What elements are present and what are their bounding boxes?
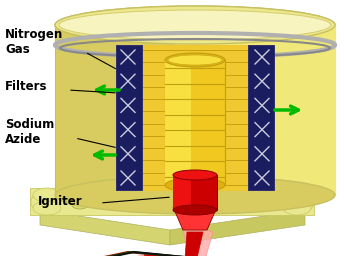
Ellipse shape [173,170,217,180]
Polygon shape [40,195,305,210]
Text: Nitrogen
Gas: Nitrogen Gas [5,28,63,56]
Ellipse shape [262,201,278,209]
Ellipse shape [165,53,225,67]
Polygon shape [144,232,203,256]
Polygon shape [116,45,274,190]
Polygon shape [173,207,217,230]
Ellipse shape [55,6,335,44]
Ellipse shape [55,176,335,214]
Ellipse shape [59,10,331,40]
Polygon shape [138,45,252,190]
Ellipse shape [165,178,225,192]
Polygon shape [248,45,274,190]
Polygon shape [165,60,225,185]
Polygon shape [165,60,190,185]
Ellipse shape [283,201,311,215]
Text: Igniter: Igniter [38,195,83,208]
Text: Filters: Filters [5,80,47,93]
Text: Sodium
Azide: Sodium Azide [5,118,54,146]
Ellipse shape [31,193,49,211]
Polygon shape [175,25,335,195]
Ellipse shape [55,6,335,44]
Polygon shape [173,175,217,210]
Ellipse shape [72,201,88,209]
Ellipse shape [168,55,222,65]
Ellipse shape [33,188,61,202]
Polygon shape [170,210,305,245]
Polygon shape [40,210,170,245]
Polygon shape [30,188,314,215]
Polygon shape [173,175,190,210]
Polygon shape [55,25,335,195]
Ellipse shape [296,193,314,211]
Polygon shape [116,45,142,190]
Ellipse shape [283,188,311,202]
Ellipse shape [173,205,217,215]
Polygon shape [138,228,213,256]
Ellipse shape [33,201,61,215]
